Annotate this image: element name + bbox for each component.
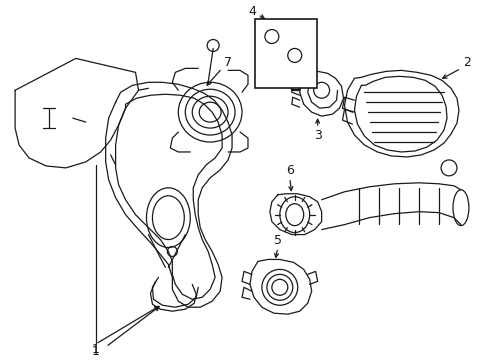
- Text: 7: 7: [224, 56, 232, 69]
- Text: 3: 3: [313, 129, 321, 141]
- Text: 4: 4: [247, 5, 255, 18]
- Text: 1: 1: [92, 345, 100, 357]
- Bar: [254, 19, 316, 88]
- Text: 5: 5: [273, 234, 281, 247]
- Text: 2: 2: [462, 56, 470, 69]
- Text: 1: 1: [92, 342, 100, 356]
- Text: 6: 6: [285, 165, 293, 177]
